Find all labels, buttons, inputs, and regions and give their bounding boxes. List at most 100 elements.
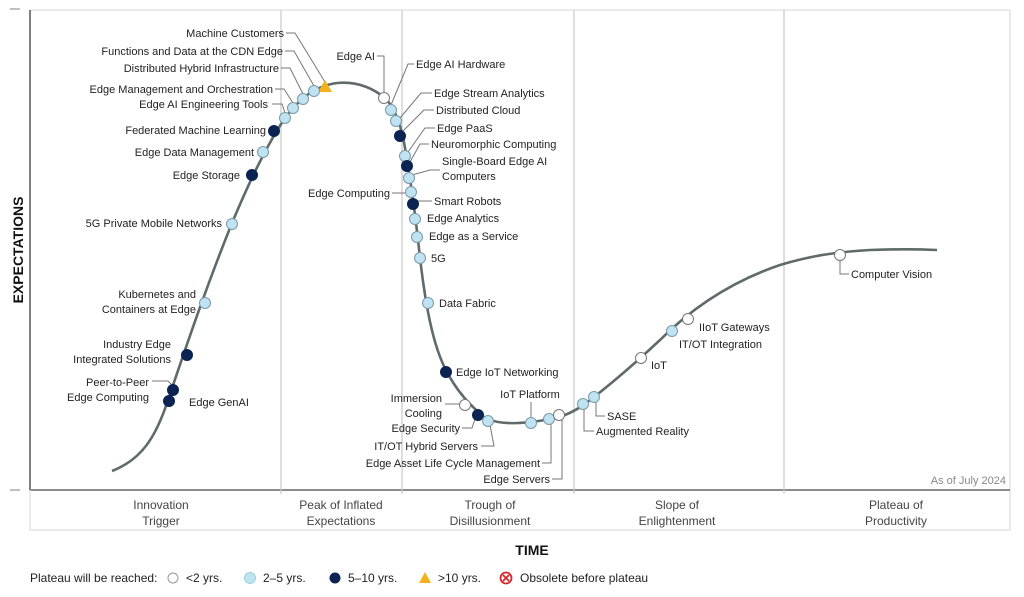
point-marker-5to10 xyxy=(268,125,280,137)
point-marker-5to10 xyxy=(163,395,175,407)
leader-line xyxy=(390,63,414,106)
data-point: Immersion Cooling xyxy=(391,393,471,420)
point-label: IoT xyxy=(651,360,667,372)
data-point: Smart Robots xyxy=(407,196,502,210)
legend-label: 2–5 yrs. xyxy=(263,571,306,585)
leader-line xyxy=(407,127,435,153)
point-marker-2to5 xyxy=(399,150,411,162)
data-point: Distributed Hybrid Infrastructure xyxy=(124,63,309,105)
point-label: Kubernetes and xyxy=(118,289,196,301)
leader-line xyxy=(285,50,315,87)
leader-line xyxy=(583,409,594,432)
as-of-date: As of July 2024 xyxy=(931,475,1006,487)
point-label: Single-Board Edge AI xyxy=(442,156,547,168)
data-point: IT/OT Integration xyxy=(666,325,762,351)
data-point: Machine Customers xyxy=(186,28,332,92)
leader-line xyxy=(399,92,432,119)
point-label: Edge Security xyxy=(392,423,461,435)
point-marker-5to10 xyxy=(440,366,452,378)
point-label: IIoT Gateways xyxy=(699,322,770,334)
point-marker-2to5 xyxy=(577,398,589,410)
point-label: SASE xyxy=(607,411,636,423)
point-label: Edge AI Hardware xyxy=(416,59,505,71)
data-point: Edge Storage xyxy=(173,169,258,182)
leader-line xyxy=(272,103,286,114)
data-point: Edge IoT Networking xyxy=(440,366,559,379)
point-label: 5G Private Mobile Networks xyxy=(86,218,223,230)
legend-title: Plateau will be reached: xyxy=(30,571,157,585)
data-point: Peer-to-Peer Edge Computing xyxy=(67,377,179,404)
point-label: Edge as a Service xyxy=(429,231,518,243)
legend-marker-lt2 xyxy=(167,572,179,584)
phase-label: Innovation xyxy=(133,498,188,512)
point-marker-2to5 xyxy=(390,115,402,127)
point-label: Functions and Data at the CDN Edge xyxy=(101,46,283,58)
point-marker-2to5 xyxy=(411,231,423,243)
leader-line xyxy=(281,67,304,95)
data-point: Industry Edge Integrated Solutions xyxy=(73,339,193,366)
leader-line xyxy=(462,418,476,429)
legend-label: <2 yrs. xyxy=(186,571,222,585)
point-label: Machine Customers xyxy=(186,28,284,40)
phase-label: Plateau of xyxy=(869,498,924,512)
leader-line xyxy=(595,402,605,417)
phase-dividers xyxy=(280,10,785,494)
point-label: Peer-to-Peer xyxy=(86,377,149,389)
data-point: Edge AI Hardware xyxy=(385,59,505,116)
point-label: Integrated Solutions xyxy=(73,354,171,366)
point-marker-5to10 xyxy=(181,349,193,361)
point-label: Data Fabric xyxy=(439,298,496,310)
data-point: Edge Data Management xyxy=(135,146,269,159)
point-marker-2to5 xyxy=(308,85,320,97)
point-label: Distributed Cloud xyxy=(436,105,520,117)
point-marker-5to10 xyxy=(401,160,413,172)
phase-label: Trigger xyxy=(142,514,180,528)
point-marker-gt10 xyxy=(318,80,332,92)
phase-label: Disillusionment xyxy=(450,514,531,528)
point-label: Edge Management and Orchestration xyxy=(90,84,273,96)
point-marker-lt2 xyxy=(553,409,565,421)
point-label: IoT Platform xyxy=(500,389,560,401)
point-label: Neuromorphic Computing xyxy=(431,139,556,151)
data-point: Federated Machine Learning xyxy=(125,125,280,137)
leader-line xyxy=(409,143,429,163)
leader-line xyxy=(411,169,440,176)
point-label: Edge GenAI xyxy=(189,397,249,409)
phase-label: Trough of xyxy=(465,498,517,512)
data-point: Single-Board Edge AI Computers xyxy=(403,156,547,184)
point-label: Distributed Hybrid Infrastructure xyxy=(124,63,279,75)
data-point: Augmented Reality xyxy=(577,398,689,438)
data-point: Computer Vision xyxy=(834,249,932,281)
leader-line xyxy=(377,55,385,93)
point-marker-2to5 xyxy=(257,146,269,158)
point-label: Containers at Edge xyxy=(102,304,196,316)
phase-label: Expectations xyxy=(307,514,376,528)
data-point: Edge PaaS xyxy=(399,123,493,162)
point-label: Edge Computing xyxy=(67,392,149,404)
point-marker-lt2 xyxy=(682,313,694,325)
leader-line xyxy=(542,423,552,464)
phase-label: Enlightenment xyxy=(639,514,716,528)
point-marker-5to10 xyxy=(394,130,406,142)
chart-frame xyxy=(10,8,1011,531)
point-label: Immersion xyxy=(391,393,442,405)
point-marker-5to10 xyxy=(246,169,258,181)
data-point: IoT xyxy=(635,352,667,372)
data-point: Kubernetes and Containers at Edge xyxy=(102,289,211,316)
phase-labels: Innovation Trigger Peak of Inflated Expe… xyxy=(133,498,927,528)
point-label: IT/OT Integration xyxy=(679,339,762,351)
x-axis-title: TIME xyxy=(515,542,548,558)
data-point: Edge Servers xyxy=(483,409,565,486)
data-point: IoT Platform xyxy=(500,389,560,429)
y-axis-title: EXPECTATIONS xyxy=(10,197,26,304)
data-point: Functions and Data at the CDN Edge xyxy=(101,46,320,97)
point-marker-2to5 xyxy=(414,252,426,264)
points-layer: Machine Customers Functions and Data at t… xyxy=(67,28,932,486)
data-point: Edge Computing xyxy=(308,186,417,200)
point-marker-2to5 xyxy=(482,415,494,427)
data-point: IT/OT Hybrid Servers xyxy=(374,415,495,453)
point-label: Edge AI xyxy=(336,51,375,63)
point-label: Smart Robots xyxy=(434,196,502,208)
phase-label: Peak of Inflated xyxy=(299,498,382,512)
point-marker-2to5 xyxy=(403,172,415,184)
